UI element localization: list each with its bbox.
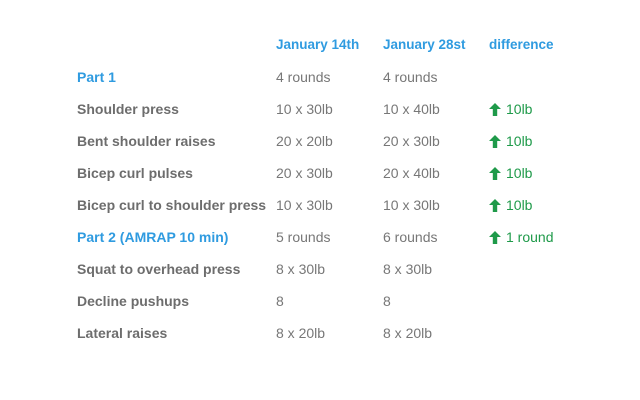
- value-jan14: 10 x 30lb: [276, 197, 333, 213]
- difference-value: 10lb: [506, 133, 533, 149]
- difference-value: 10lb: [506, 101, 533, 117]
- value-jan14: 8 x 20lb: [276, 325, 326, 341]
- value-jan28: 8 x 20lb: [383, 325, 433, 341]
- difference-cell: 10lb: [489, 101, 532, 117]
- exercise-label: Shoulder press: [77, 101, 179, 117]
- difference-value: 10lb: [506, 165, 533, 181]
- value-jan14: 20 x 20lb: [276, 133, 333, 149]
- difference-cell: 1 round: [489, 229, 553, 245]
- value-jan14: 4 rounds: [276, 69, 331, 85]
- exercise-label: Bicep curl to shoulder press: [77, 197, 267, 213]
- arrow-up-icon: [489, 166, 501, 180]
- arrow-up-icon: [489, 134, 501, 148]
- value-jan28: 10 x 30lb: [383, 197, 440, 213]
- value-jan28: 20 x 30lb: [383, 133, 440, 149]
- exercise-label: Bicep curl pulses: [77, 165, 193, 181]
- value-jan14: 8 x 30lb: [276, 261, 326, 277]
- difference-cell: 10lb: [489, 197, 532, 213]
- arrow-up-icon: [489, 230, 501, 244]
- difference-value: 10lb: [506, 197, 533, 213]
- value-jan14: 5 rounds: [276, 229, 331, 245]
- difference-value: 1 round: [506, 229, 554, 245]
- section-label: Part 2 (AMRAP 10 min): [77, 229, 229, 245]
- value-jan28: 20 x 40lb: [383, 165, 440, 181]
- value-jan28: 8: [383, 293, 391, 309]
- exercise-label: Decline pushups: [77, 293, 190, 309]
- difference-cell: 10lb: [489, 165, 532, 181]
- column-header-jan28: January 28st: [383, 37, 466, 52]
- section-label: Part 1: [77, 69, 116, 85]
- arrow-up-icon: [489, 102, 501, 116]
- value-jan14: 20 x 30lb: [276, 165, 333, 181]
- value-jan28: 8 x 30lb: [383, 261, 433, 277]
- value-jan14: 8: [276, 293, 284, 309]
- exercise-label: Lateral raises: [77, 325, 168, 341]
- value-jan28: 6 rounds: [383, 229, 438, 245]
- arrow-up-icon: [489, 198, 501, 212]
- value-jan14: 10 x 30lb: [276, 101, 333, 117]
- difference-cell: 10lb: [489, 133, 532, 149]
- exercise-label: Bent shoulder raises: [77, 133, 216, 149]
- column-header-difference: difference: [489, 37, 554, 52]
- exercise-label: Squat to overhead press: [77, 261, 241, 277]
- column-header-jan14: January 14th: [276, 37, 360, 52]
- value-jan28: 10 x 40lb: [383, 101, 440, 117]
- value-jan28: 4 rounds: [383, 69, 438, 85]
